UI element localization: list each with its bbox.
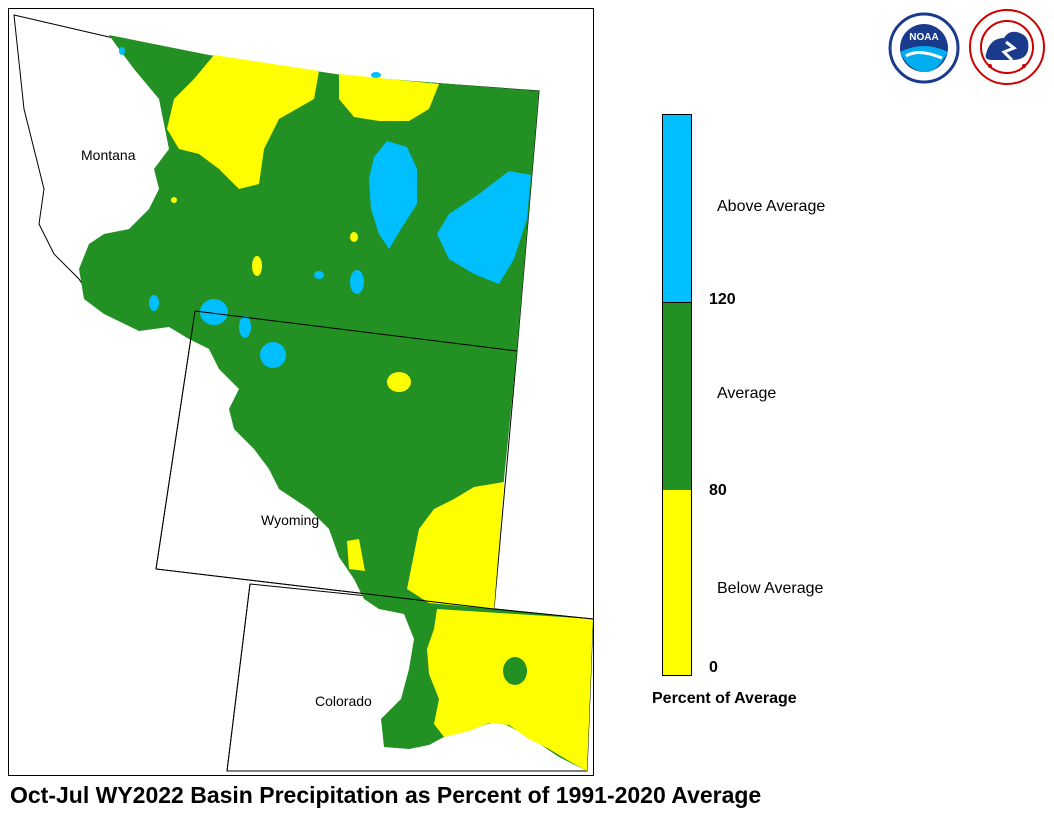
above-average-regions [119,47,531,368]
legend-swatch-below [663,490,691,675]
legend-swatch-average [663,302,691,491]
state-label-montana: Montana [81,147,136,163]
average-island [503,657,527,685]
legend-tick-0: 0 [709,659,718,676]
noaa-logo: NOAA [888,12,960,84]
state-label-wyoming: Wyoming [261,512,320,528]
map-frame: Montana Wyoming Colorado [8,8,594,776]
precipitation-map [13,14,594,772]
legend-label-average: Average [717,385,777,402]
legend-swatch-above [663,115,691,302]
below-average-regions [167,55,593,771]
noaa-logo-icon: NOAA [888,12,960,84]
legend-label-above: Above Average [717,198,826,215]
nws-logo-icon [969,9,1045,85]
nws-logo: NATIONAL WEATHER SERVICE [968,8,1046,86]
legend-tick-120: 120 [709,291,736,308]
noaa-logo-text: NOAA [909,32,938,43]
map-caption: Oct-Jul WY2022 Basin Precipitation as Pe… [10,782,762,808]
legend-title: Percent of Average [652,690,797,707]
legend-tick-80: 80 [709,482,727,499]
state-label-colorado: Colorado [315,693,372,709]
state-border-lines [155,310,594,772]
legend-color-bar [662,114,692,676]
legend-label-below: Below Average [717,580,824,597]
